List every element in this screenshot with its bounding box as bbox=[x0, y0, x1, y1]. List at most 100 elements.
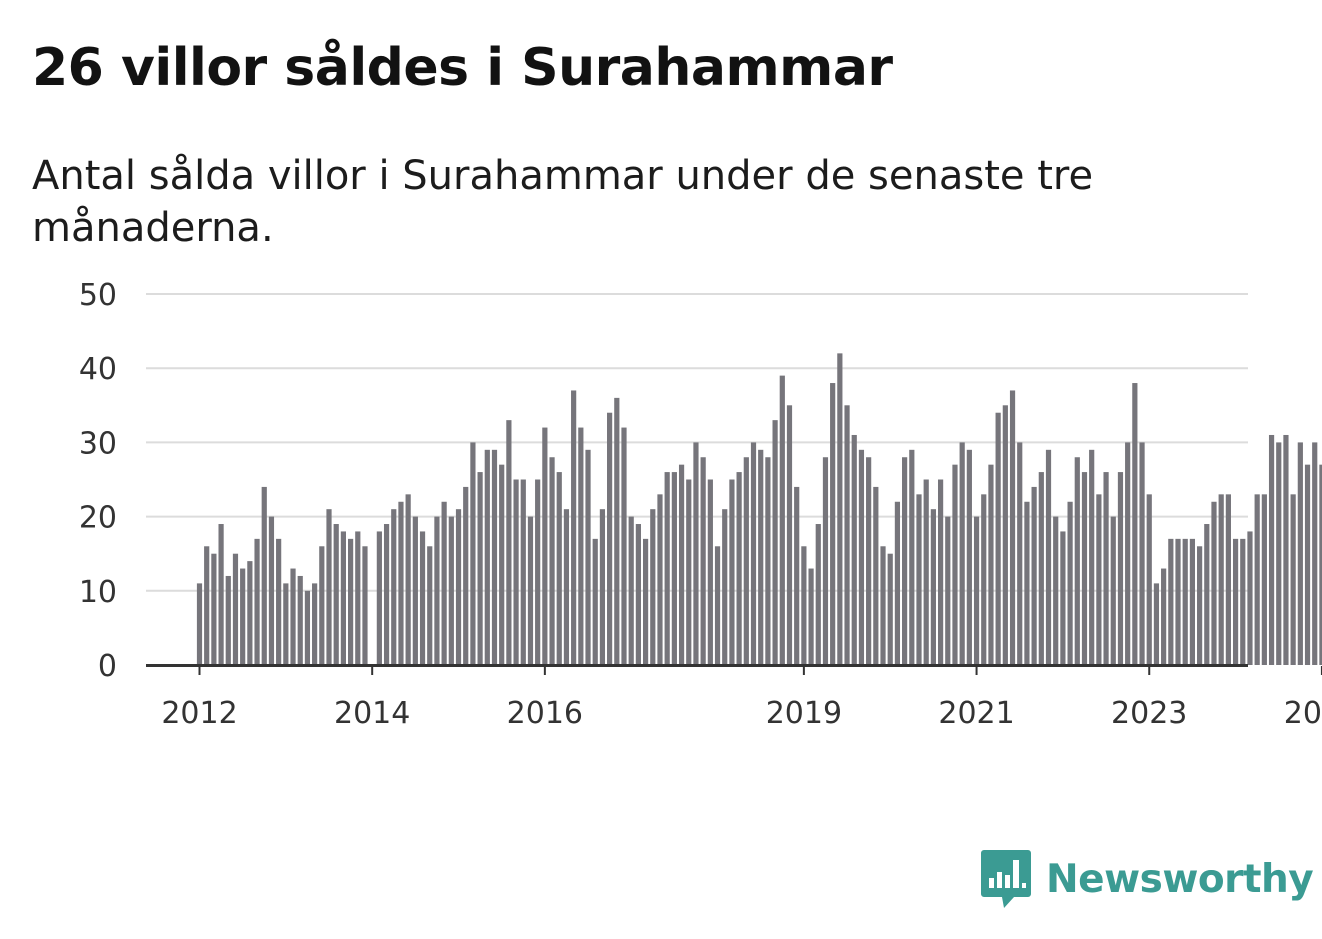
bar bbox=[499, 464, 505, 665]
bar bbox=[858, 449, 865, 665]
bar bbox=[592, 538, 598, 665]
bar bbox=[614, 397, 620, 665]
bar bbox=[599, 509, 606, 665]
chart-title: 26 villor såldes i Surahammar bbox=[32, 38, 893, 98]
bar bbox=[1089, 449, 1095, 665]
bar bbox=[383, 524, 390, 665]
bar bbox=[1225, 494, 1231, 665]
bar bbox=[542, 427, 548, 665]
bar bbox=[470, 442, 476, 665]
bar bbox=[391, 509, 397, 665]
bar bbox=[722, 509, 728, 665]
bar bbox=[1132, 383, 1138, 665]
bar bbox=[1074, 457, 1080, 665]
bar bbox=[419, 531, 426, 665]
x-tick-label: 2012 bbox=[161, 696, 237, 731]
bar bbox=[635, 524, 641, 665]
bar bbox=[779, 375, 785, 665]
bar bbox=[319, 546, 325, 665]
bar bbox=[693, 442, 699, 665]
bar bbox=[1312, 442, 1318, 665]
bar bbox=[247, 561, 253, 665]
bar bbox=[1081, 472, 1088, 665]
bar bbox=[707, 479, 713, 665]
bar bbox=[866, 457, 872, 665]
y-tick-label: 40 bbox=[79, 352, 117, 387]
bar bbox=[973, 516, 980, 665]
bar bbox=[642, 538, 649, 665]
bar bbox=[750, 442, 757, 665]
bar bbox=[995, 412, 1001, 665]
bar bbox=[571, 390, 577, 665]
bar bbox=[535, 479, 541, 665]
bar bbox=[1031, 486, 1037, 665]
bar bbox=[362, 546, 368, 665]
bar bbox=[736, 472, 742, 665]
bar bbox=[822, 457, 829, 665]
x-tick-label: 2023 bbox=[1111, 696, 1187, 731]
bar bbox=[916, 494, 922, 665]
bar bbox=[477, 472, 483, 665]
bar bbox=[650, 509, 656, 665]
bar bbox=[607, 412, 613, 665]
bar bbox=[1175, 538, 1181, 665]
bar bbox=[276, 538, 282, 665]
bar bbox=[491, 449, 498, 665]
bar bbox=[549, 457, 555, 665]
bar bbox=[700, 457, 706, 665]
bar bbox=[268, 516, 275, 665]
x-tick-label: 2016 bbox=[507, 696, 583, 731]
bar bbox=[1319, 464, 1322, 665]
bar bbox=[355, 531, 361, 665]
bar bbox=[1290, 494, 1296, 665]
bar bbox=[405, 494, 411, 665]
bar bbox=[1204, 524, 1210, 665]
bar bbox=[909, 449, 915, 665]
bar bbox=[1017, 442, 1023, 665]
bar bbox=[743, 457, 749, 665]
bar bbox=[966, 449, 972, 665]
bar bbox=[1304, 464, 1311, 665]
bar bbox=[772, 420, 778, 665]
bar bbox=[1283, 434, 1289, 665]
bar bbox=[1067, 501, 1073, 665]
bar bbox=[1189, 538, 1196, 665]
bar bbox=[1261, 494, 1267, 665]
x-tick-label: 2014 bbox=[334, 696, 410, 731]
bar bbox=[448, 516, 454, 665]
bar bbox=[527, 516, 534, 665]
y-tick-label: 50 bbox=[79, 278, 117, 313]
bar bbox=[211, 553, 217, 665]
bar bbox=[1276, 442, 1282, 665]
bar bbox=[1125, 442, 1131, 665]
bar bbox=[981, 494, 987, 665]
bar bbox=[714, 546, 721, 665]
bar bbox=[988, 464, 994, 665]
bar bbox=[240, 568, 246, 665]
bar bbox=[427, 546, 433, 665]
bar bbox=[1232, 538, 1239, 665]
brand-name: Newsworthy bbox=[1046, 856, 1314, 902]
bar bbox=[851, 434, 857, 665]
bar bbox=[1146, 494, 1152, 665]
bar bbox=[290, 568, 296, 665]
y-axis-ticks: 0 10 20 30 40 50 bbox=[79, 278, 117, 684]
bar bbox=[563, 509, 570, 665]
x-tick-label: 2019 bbox=[766, 696, 842, 731]
bar bbox=[312, 583, 318, 665]
bar bbox=[1240, 538, 1246, 665]
bar bbox=[729, 479, 735, 665]
bar bbox=[945, 516, 951, 665]
bar bbox=[1153, 583, 1160, 665]
bar bbox=[959, 442, 965, 665]
bar bbox=[894, 501, 901, 665]
bar bbox=[204, 546, 210, 665]
bar bbox=[873, 486, 879, 665]
bar bbox=[585, 449, 591, 665]
bar-chart: 0 10 20 30 40 50 2012 2014 2016 2019 2021 2023 2025… bbox=[79, 278, 1322, 731]
bar bbox=[844, 405, 850, 665]
bar bbox=[952, 464, 958, 665]
bar bbox=[225, 575, 231, 665]
bar bbox=[556, 472, 562, 665]
bar bbox=[218, 524, 224, 665]
